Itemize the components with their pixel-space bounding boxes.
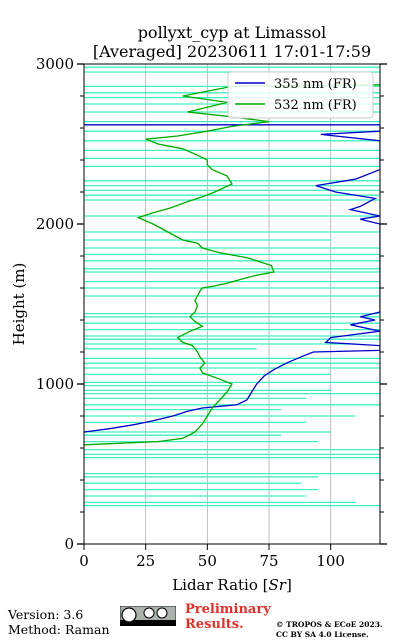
y-tick-label: 0 [64,535,74,553]
x-tick-label: 50 [198,552,217,570]
x-tick-label: 75 [259,552,278,570]
version-text: Version: 3.6 [8,607,84,622]
legend-label-532nm: 532 nm (FR) [274,98,357,113]
method-text: Method: Raman [8,622,110,637]
y-tick-label: 1000 [36,375,74,393]
legend-label-355nm: 355 nm (FR) [274,77,357,92]
x-tick-label: 0 [79,552,89,570]
preliminary-results-text: Preliminary Results. [185,602,280,632]
series-line-532nm [84,84,380,446]
y-tick-label: 3000 [36,55,74,73]
copyright-line1: © TROPOS & ECoE 2023. [276,620,383,629]
copyright-text: © TROPOS & ECoE 2023. CC BY SA 4.0 Licen… [276,620,400,640]
x-axis-label: Lidar Ratio [Sr] [172,576,292,594]
lidar-ratio-chart: pollyxt_cyp at Limassol [Averaged] 20230… [10,23,387,594]
x-tick-label: 100 [316,552,345,570]
copyright-line2: CC BY SA 4.0 License. [276,630,369,639]
preliminary-line2: Results. [185,617,244,632]
cc-license-icon [120,606,176,626]
chart-title-line2: [Averaged] 20230611 17:01-17:59 [93,42,371,61]
plot-frame [83,63,381,545]
y-axis-label: Height (m) [10,263,28,346]
overlay-group [84,66,380,507]
x-tick-label: 25 [136,552,155,570]
series-line-355nm [84,124,380,433]
y-tick-label: 2000 [36,215,74,233]
chart-title-line1: pollyxt_cyp at Limassol [138,23,327,42]
preliminary-line1: Preliminary [185,602,271,617]
legend: 355 nm (FR) 532 nm (FR) [227,71,374,119]
